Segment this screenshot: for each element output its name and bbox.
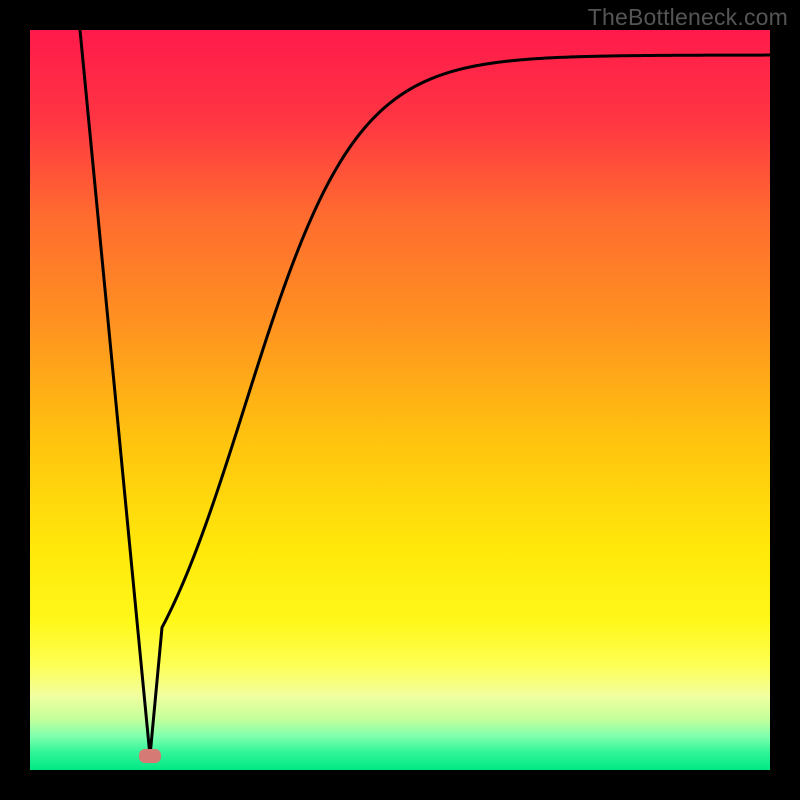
- chart-svg: [0, 0, 800, 800]
- minimum-marker: [139, 749, 161, 763]
- frame-right: [770, 0, 800, 800]
- frame-left: [0, 0, 30, 800]
- bottleneck-chart: TheBottleneck.com: [0, 0, 800, 800]
- frame-bottom: [0, 770, 800, 800]
- watermark-text: TheBottleneck.com: [588, 4, 788, 31]
